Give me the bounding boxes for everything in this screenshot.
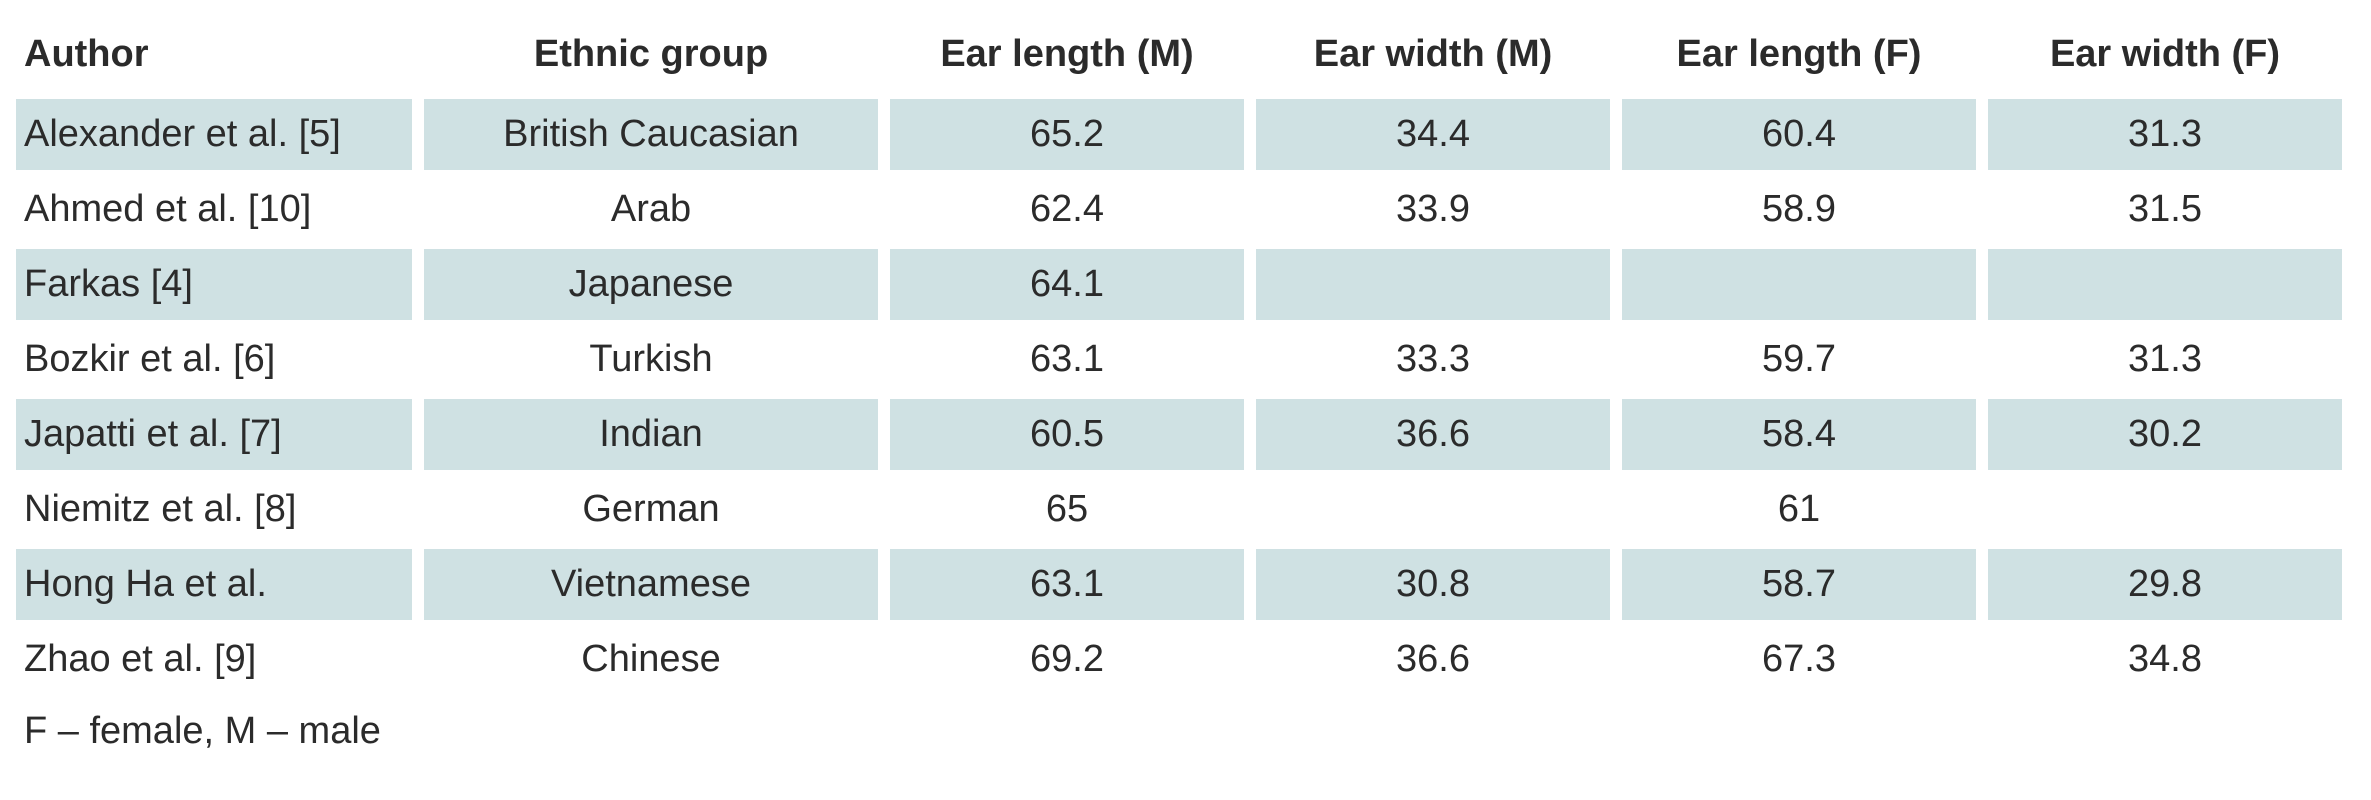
cell-ear-width-female [1988, 472, 2342, 547]
cell-ethnic-group: Vietnamese [424, 547, 878, 622]
header-ear-length-female: Ear length (F) [1676, 33, 1922, 75]
cell-ear-width-female: 29.8 [1988, 547, 2342, 622]
cell-ear-length-male: 63.1 [890, 547, 1244, 622]
table-row: Farkas [4] Japanese 64.1 [16, 247, 2342, 322]
cell-ear-length-male: 63.1 [890, 322, 1244, 397]
table-row: Zhao et al. [9] Chinese 69.2 36.6 67.3 3… [16, 622, 2342, 697]
cell-author: Farkas [4] [16, 247, 412, 322]
cell-ear-width-male: 36.6 [1256, 622, 1610, 697]
cell-ear-width-female: 31.5 [1988, 172, 2342, 247]
cell-ear-length-female [1622, 247, 1976, 322]
cell-ethnic-group: Chinese [424, 622, 878, 697]
cell-ear-width-male: 34.4 [1256, 97, 1610, 172]
cell-ethnic-group: Japanese [424, 247, 878, 322]
cell-author: Niemitz et al. [8] [16, 472, 412, 547]
table-row: Ahmed et al. [10] Arab 62.4 33.9 58.9 31… [16, 172, 2342, 247]
cell-ear-width-female: 34.8 [1988, 622, 2342, 697]
cell-author: Hong Ha et al. [16, 547, 412, 622]
header-ear-length-male: Ear length (M) [940, 33, 1194, 75]
cell-ear-length-female: 67.3 [1622, 622, 1976, 697]
table-row: Niemitz et al. [8] German 65 61 [16, 472, 2342, 547]
cell-ear-width-male: 36.6 [1256, 397, 1610, 472]
table-row: Japatti et al. [7] Indian 60.5 36.6 58.4… [16, 397, 2342, 472]
cell-ethnic-group: German [424, 472, 878, 547]
table-header-row: Author Ethnic group Ear length (M) Ear w… [16, 12, 2342, 97]
header-ear-width-female: Ear width (F) [2049, 33, 2281, 75]
table-footnote: F – female, M – male [24, 710, 381, 752]
cell-ear-length-male: 62.4 [890, 172, 1244, 247]
cell-author: Ahmed et al. [10] [16, 172, 412, 247]
cell-ear-length-male: 69.2 [890, 622, 1244, 697]
cell-ear-width-female: 31.3 [1988, 322, 2342, 397]
cell-ear-width-female: 30.2 [1988, 397, 2342, 472]
cell-ethnic-group: Arab [424, 172, 878, 247]
header-author: Author [24, 33, 149, 75]
table-row: Bozkir et al. [6] Turkish 63.1 33.3 59.7… [16, 322, 2342, 397]
table-row: Alexander et al. [5] British Caucasian 6… [16, 97, 2342, 172]
ear-measurements-table: Author Ethnic group Ear length (M) Ear w… [4, 12, 2354, 697]
cell-ethnic-group: Indian [424, 397, 878, 472]
cell-ear-length-female: 60.4 [1622, 97, 1976, 172]
cell-ear-length-female: 58.4 [1622, 397, 1976, 472]
cell-author: Japatti et al. [7] [16, 397, 412, 472]
cell-ethnic-group: Turkish [424, 322, 878, 397]
cell-ear-width-male: 30.8 [1256, 547, 1610, 622]
cell-ear-width-male [1256, 472, 1610, 547]
cell-ear-length-female: 58.7 [1622, 547, 1976, 622]
cell-ear-length-male: 64.1 [890, 247, 1244, 322]
cell-ear-width-male [1256, 247, 1610, 322]
cell-ear-length-female: 59.7 [1622, 322, 1976, 397]
header-ear-width-male: Ear width (M) [1313, 33, 1553, 75]
cell-author: Zhao et al. [9] [16, 622, 412, 697]
cell-ear-width-female: 31.3 [1988, 97, 2342, 172]
cell-ear-width-female [1988, 247, 2342, 322]
cell-ear-width-male: 33.3 [1256, 322, 1610, 397]
header-ethnic-group: Ethnic group [533, 33, 769, 75]
cell-author: Alexander et al. [5] [16, 97, 412, 172]
table-row: Hong Ha et al. Vietnamese 63.1 30.8 58.7… [16, 547, 2342, 622]
cell-ear-width-male: 33.9 [1256, 172, 1610, 247]
cell-ear-length-male: 65 [890, 472, 1244, 547]
cell-ethnic-group: British Caucasian [424, 97, 878, 172]
cell-ear-length-male: 60.5 [890, 397, 1244, 472]
cell-ear-length-female: 58.9 [1622, 172, 1976, 247]
cell-ear-length-male: 65.2 [890, 97, 1244, 172]
cell-author: Bozkir et al. [6] [16, 322, 412, 397]
cell-ear-length-female: 61 [1622, 472, 1976, 547]
